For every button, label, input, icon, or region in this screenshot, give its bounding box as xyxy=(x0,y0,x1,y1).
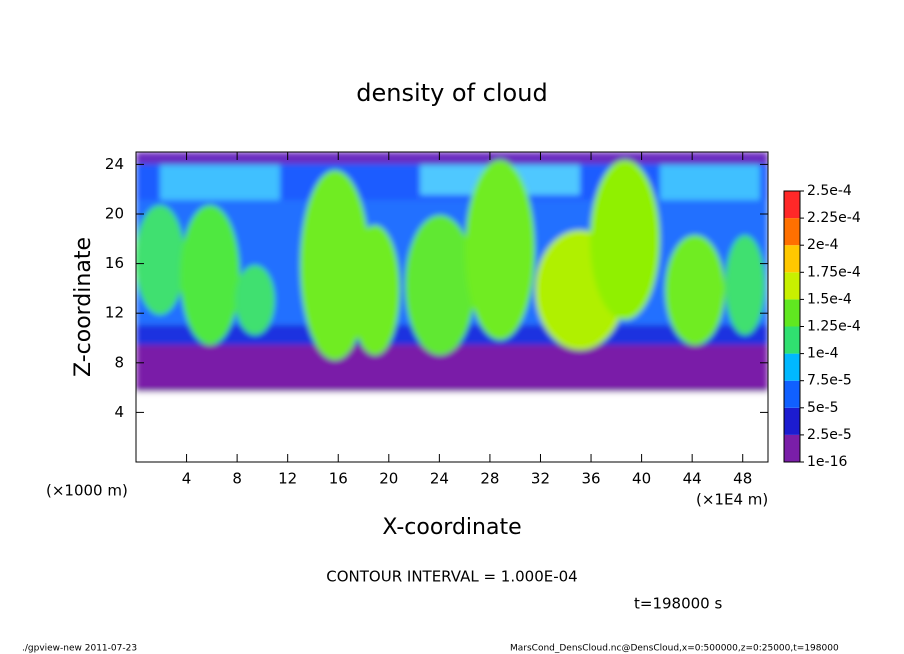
colorbar-label: 2.25e-4 xyxy=(807,210,861,226)
colorbar-segment xyxy=(784,218,800,246)
colorbar-label: 5e-5 xyxy=(807,400,838,416)
x-tick-label: 44 xyxy=(683,470,702,488)
colorbar-segment xyxy=(784,353,800,381)
colorbar-label: 2.5e-4 xyxy=(807,183,852,199)
y-axis-label: Z-coordinate xyxy=(71,237,96,377)
x-tick-label: 8 xyxy=(232,470,242,488)
colorbar-label: 2e-4 xyxy=(807,237,839,253)
x-tick-label: 20 xyxy=(379,470,398,488)
y-tick-label: 12 xyxy=(105,304,124,322)
colorbar-label: 1e-4 xyxy=(807,346,839,362)
x-tick-label: 40 xyxy=(632,470,651,488)
y-tick-label: 4 xyxy=(114,403,124,421)
colorbar-segment xyxy=(784,407,800,435)
colorbar-segment xyxy=(784,245,800,273)
x-tick-label: 12 xyxy=(278,470,297,488)
colorbar-segment xyxy=(784,272,800,300)
colorbar-segment xyxy=(784,380,800,408)
footer-right: MarsCond_DensCloud.nc@DensCloud,x=0:5000… xyxy=(510,644,839,654)
colorbar-label: 1e-16 xyxy=(807,454,847,470)
colorbar-segment xyxy=(784,299,800,327)
contour-note: CONTOUR INTERVAL = 1.000E-04 xyxy=(326,568,577,586)
plot-frame xyxy=(135,151,769,463)
field xyxy=(136,152,768,462)
colorbar-label: 1.75e-4 xyxy=(807,264,861,280)
x-unit: (×1E4 m) xyxy=(696,491,768,509)
colorbar-segment xyxy=(784,434,800,462)
colorbar-label: 2.5e-5 xyxy=(807,427,852,443)
x-tick-label: 48 xyxy=(733,470,752,488)
x-tick-label: 4 xyxy=(182,470,192,488)
colorbar-label: 1.25e-4 xyxy=(807,319,861,335)
y-tick-label: 8 xyxy=(114,353,124,371)
colorbar-label: 7.5e-5 xyxy=(807,373,852,389)
x-tick-label: 16 xyxy=(329,470,348,488)
x-tick-label: 24 xyxy=(430,470,449,488)
time-note: t=198000 s xyxy=(634,595,722,613)
y-tick-label: 20 xyxy=(105,205,124,223)
footer-left: ./gpview-new 2011-07-23 xyxy=(22,644,137,654)
x-tick-label: 36 xyxy=(581,470,600,488)
colorbar-segment xyxy=(784,191,800,219)
y-unit: (×1000 m) xyxy=(46,482,128,500)
y-tick-label: 24 xyxy=(105,155,124,173)
y-tick-label: 16 xyxy=(105,254,124,272)
chart-title: density of cloud xyxy=(356,79,547,107)
x-axis-label: X-coordinate xyxy=(382,515,521,540)
x-tick-label: 32 xyxy=(531,470,550,488)
x-tick-label: 28 xyxy=(480,470,499,488)
colorbar-label: 1.5e-4 xyxy=(807,291,852,307)
colorbar-segment xyxy=(784,326,800,354)
